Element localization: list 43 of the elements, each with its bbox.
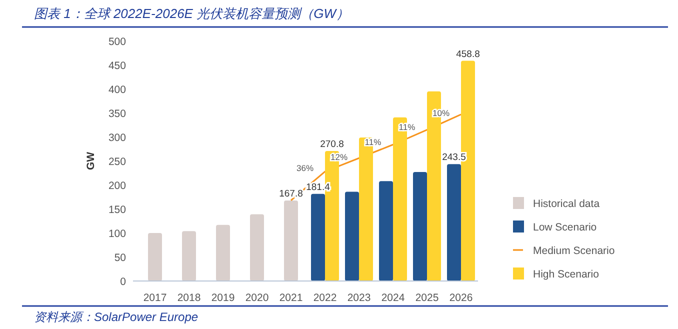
x-tick-label: 2022 xyxy=(313,292,337,304)
bar xyxy=(345,192,359,281)
x-tick-label: 2025 xyxy=(415,292,439,304)
legend-label: Medium Scenario xyxy=(533,245,615,257)
bar xyxy=(250,214,264,281)
legend-label: Low Scenario xyxy=(533,222,597,234)
annotation: 11% xyxy=(398,122,416,132)
y-tick-label: 450 xyxy=(108,60,126,72)
y-tick-label: 500 xyxy=(108,36,126,48)
x-tick-label: 2026 xyxy=(449,292,473,304)
legend-label: High Scenario xyxy=(533,268,600,280)
y-tick-label: 50 xyxy=(114,252,126,264)
y-tick-label: 200 xyxy=(108,180,126,192)
chart-title: 图表 1：全球 2022E-2026E 光伏装机容量预测（GW） xyxy=(34,6,349,21)
bar xyxy=(182,231,196,281)
x-tick-label: 2024 xyxy=(381,292,405,304)
bar xyxy=(379,181,393,281)
x-tick-label: 2018 xyxy=(177,292,201,304)
y-axis-title: GW xyxy=(85,152,97,170)
legend-label: Historical data xyxy=(533,198,600,210)
annotation: 36% xyxy=(296,163,314,174)
annotation: 11% xyxy=(364,136,382,147)
bar xyxy=(216,224,230,281)
x-tick-label: 2023 xyxy=(347,292,371,304)
bar xyxy=(148,233,162,281)
bar xyxy=(284,200,298,281)
x-tick-label: 2019 xyxy=(211,292,235,304)
bar xyxy=(447,164,461,281)
x-tick-label: 2017 xyxy=(143,292,167,304)
y-tick-label: 100 xyxy=(108,228,126,240)
y-tick-label: 350 xyxy=(108,108,126,120)
data-label: 458.8 xyxy=(456,48,480,60)
text: 资料来源：SolarPower Europe xyxy=(34,310,198,324)
y-tick-label: 400 xyxy=(108,84,126,96)
y-tick-label: 0 xyxy=(120,276,126,288)
bar xyxy=(311,194,325,281)
bar xyxy=(413,172,427,281)
x-tick-label: 2021 xyxy=(279,292,303,304)
x-tick-label: 2020 xyxy=(245,292,269,304)
y-tick-label: 300 xyxy=(108,132,126,144)
y-tick-label: 250 xyxy=(108,156,126,168)
data-label: 270.8 xyxy=(320,139,344,150)
y-tick-label: 150 xyxy=(108,204,126,216)
